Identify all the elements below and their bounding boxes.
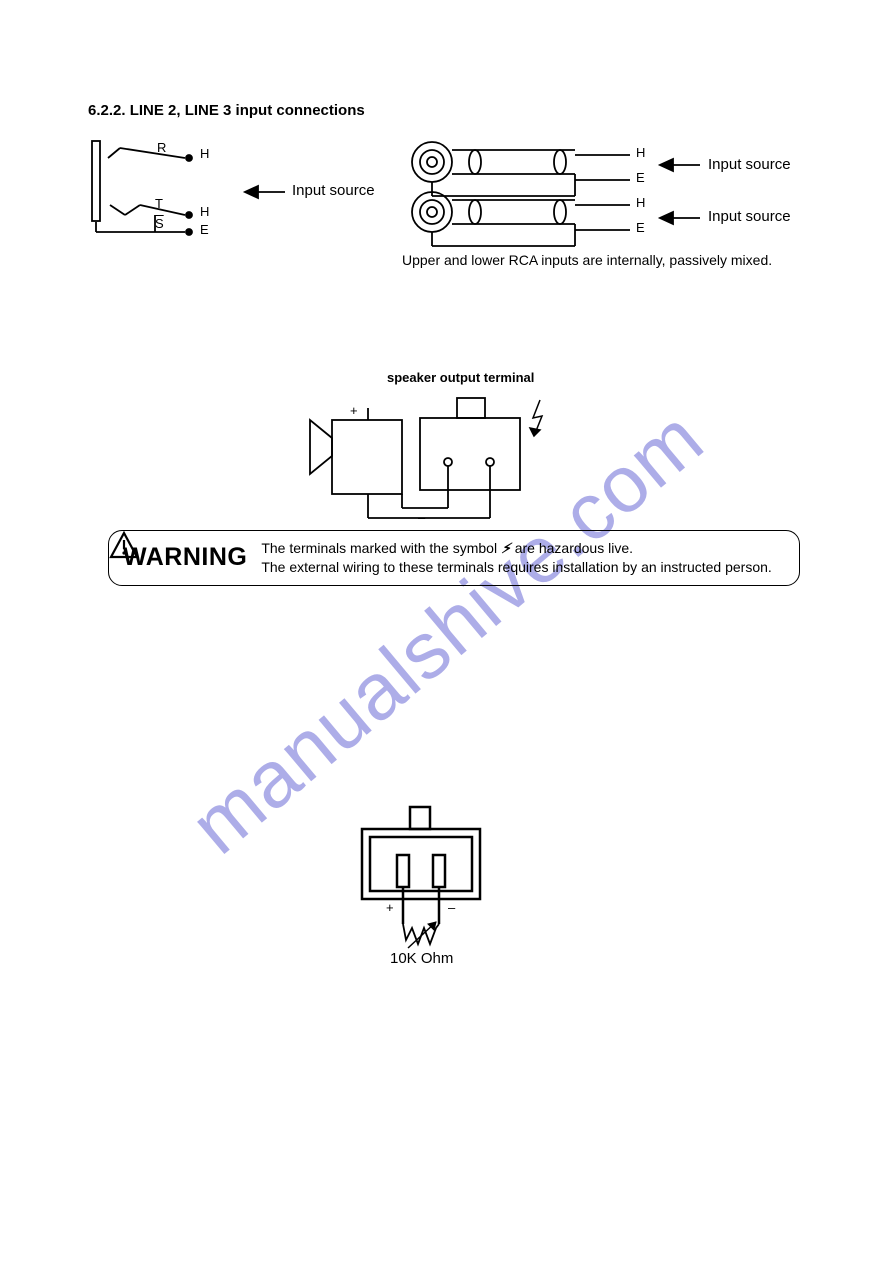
warning-triangle-icon <box>109 531 139 559</box>
lightning-icon <box>530 400 542 436</box>
speaker-terminal-icon <box>310 398 520 518</box>
label-e: E <box>200 222 209 237</box>
warning-body-line2: The external wiring to these terminals r… <box>261 559 771 575</box>
input-source-arrow-left <box>245 186 285 198</box>
label-r: R <box>157 140 166 155</box>
input-source-label-right-upper: Input source <box>708 156 791 173</box>
input-source-arrow-right-lower <box>660 212 700 224</box>
warning-body: The terminals marked with the symbol ⚡︎ … <box>261 539 785 577</box>
warning-title: WARNING <box>123 543 247 572</box>
speaker-minus: – <box>418 510 425 525</box>
speaker-diagram-title: speaker output terminal <box>387 370 534 385</box>
resistor-terminal-icon <box>362 807 480 948</box>
label-h2: H <box>200 204 209 219</box>
label-s: S <box>155 216 164 231</box>
resistor-minus: – <box>448 900 455 915</box>
label-e-upper: E <box>636 170 645 185</box>
warning-body-part2: are hazardous live. <box>515 540 633 556</box>
resistor-plus: + <box>386 900 394 915</box>
input-source-label-left: Input source <box>292 182 375 199</box>
label-h1: H <box>200 146 209 161</box>
label-h-upper: H <box>636 145 645 160</box>
lightning-inline-icon: ⚡︎ <box>501 540 511 556</box>
trs-jack-icon <box>92 141 192 235</box>
input-source-arrow-right-upper <box>660 159 700 171</box>
speaker-plus: + <box>350 403 358 418</box>
resistor-value: 10K Ohm <box>390 950 453 967</box>
warning-header: WARNING <box>123 543 261 572</box>
label-t: T <box>155 196 163 211</box>
label-e-lower: E <box>636 220 645 235</box>
rca-pair-icon <box>412 142 630 246</box>
label-h-lower: H <box>636 195 645 210</box>
diagram-svg <box>0 0 893 1263</box>
warning-box: WARNING The terminals marked with the sy… <box>108 530 800 586</box>
warning-body-part1: The terminals marked with the symbol <box>261 540 497 556</box>
rca-caption: Upper and lower RCA inputs are internall… <box>402 252 772 268</box>
input-source-label-right-lower: Input source <box>708 208 791 225</box>
